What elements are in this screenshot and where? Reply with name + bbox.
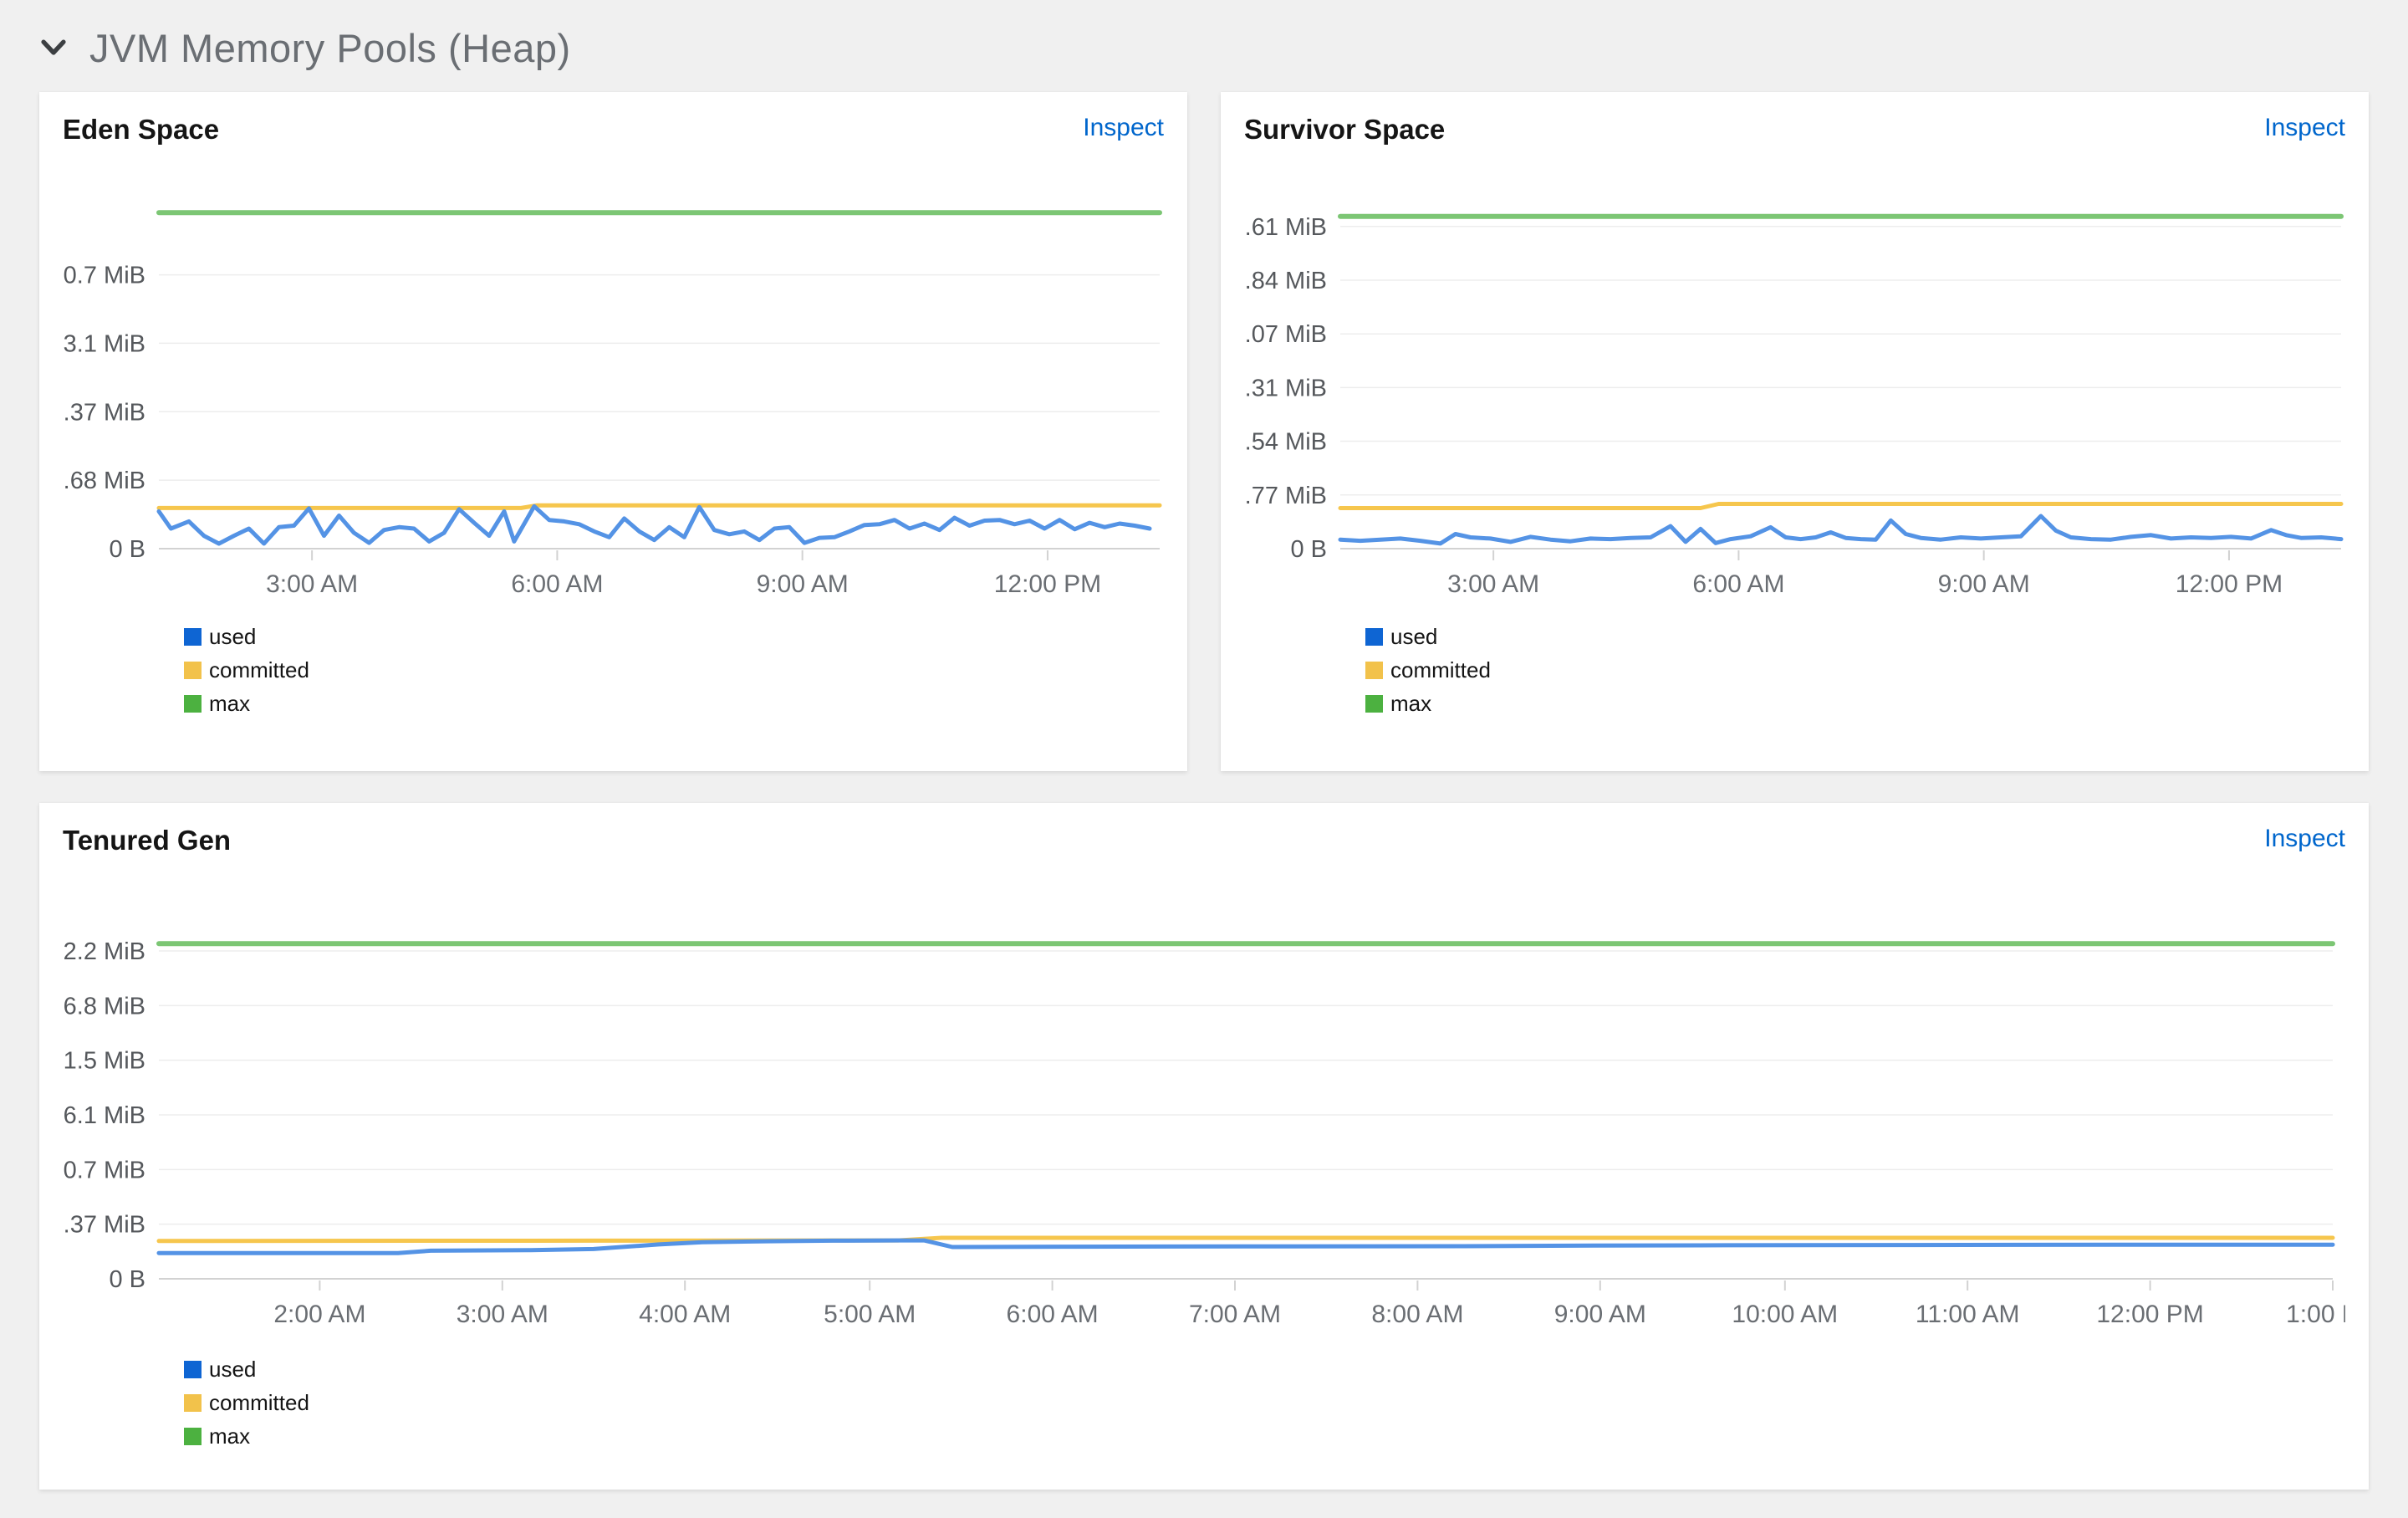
legend-item-used[interactable]: used [184,624,1164,650]
legend-label: committed [209,657,309,682]
series-line-committed [1338,502,2344,510]
x-axis-label: 6:00 AM [1007,1301,1099,1328]
inspect-link[interactable]: Inspect [2264,825,2345,852]
legend-label: used [1390,624,1438,649]
x-axis-label: 11:00 AM [1916,1301,2020,1328]
x-axis-label: 6:00 AM [511,570,603,595]
x-axis-label: 2:00 AM [273,1301,365,1328]
legend-swatch-committed [184,662,202,679]
y-axis-label: 95.37 MiB [63,399,145,426]
x-axis-label: 12:00 PM [2176,570,2283,595]
panel-header: Tenured Gen Inspect [63,825,2345,865]
tenured-gen-chart[interactable]: 0 B 95.37 MiB 190.7 MiB 286.1 MiB 381.5 MiB 4… [63,870,2345,1338]
y-axis-label: 14.31 MiB [1244,375,1327,401]
y-axis-label: 95.37 MiB [63,1212,145,1239]
y-axis-label: 0 B [1290,536,1327,563]
legend-label: used [209,1357,257,1382]
chevron-down-icon[interactable] [39,33,68,62]
x-axis-label: 12:00 PM [994,570,1101,595]
x-axis-label: 5:00 AM [824,1301,916,1328]
inspect-link[interactable]: Inspect [1083,114,1164,141]
series-line-used [156,503,1152,546]
legend-swatch-committed [184,1394,202,1412]
y-axis-label: 23.84 MiB [1244,268,1327,294]
x-axis-label: 9:00 AM [757,570,849,595]
y-axis-label: 572.2 MiB [63,938,145,965]
y-axis-label: 28.61 MiB [1244,214,1327,241]
section-toggle-jvm-memory-pools[interactable]: JVM Memory Pools (Heap) [39,17,2369,79]
legend-label: max [209,1423,251,1449]
legend-label: committed [1390,657,1491,682]
series-line-used [1338,514,2344,546]
x-axis-label: 10:00 AM [1732,1301,1838,1328]
y-axis-label: 190.7 MiB [63,263,145,289]
legend-swatch-used [184,1361,202,1378]
y-axis-label: 19.07 MiB [1244,321,1327,348]
legend-swatch-committed [1365,662,1383,679]
x-axis-label: 4:00 AM [639,1301,731,1328]
survivor-space-chart[interactable]: 0 B 4.77 MiB 9.54 MiB 14.31 MiB 19.07 MiB 23.… [1244,161,2345,595]
chart-legend: used committed max [184,1357,2345,1449]
legend-item-committed[interactable]: committed [1365,657,2345,683]
x-axis-label: 9:00 AM [1554,1301,1646,1328]
y-axis-label: 381.5 MiB [63,1048,145,1075]
legend-item-max[interactable]: max [1365,691,2345,717]
legend-swatch-max [184,695,202,713]
section-title: JVM Memory Pools (Heap) [89,25,571,70]
x-axis-label: 12:00 PM [2096,1301,2203,1328]
y-axis-label: 4.77 MiB [1244,483,1327,509]
panel-tenured-gen: Tenured Gen Inspect 0 B 95.37 MiB 190.7 Mi… [39,803,2369,1490]
x-axis-label: 8:00 AM [1371,1301,1463,1328]
legend-label: committed [209,1390,309,1415]
legend-item-max[interactable]: max [184,691,1164,717]
legend-swatch-used [184,628,202,646]
series-line-used [156,1238,2335,1255]
y-axis-label: 190.7 MiB [63,1157,145,1183]
y-axis-label: 286.1 MiB [63,1102,145,1129]
eden-space-chart[interactable]: 0 B 47.68 MiB 95.37 MiB 143.1 MiB 190.7 MiB 3… [63,161,1164,595]
x-axis-label: 3:00 AM [1447,570,1539,595]
legend-label: used [209,624,257,649]
x-axis-label: 1:00 PM [2286,1301,2345,1328]
legend-swatch-used [1365,628,1383,646]
panel-header: Survivor Space Inspect [1244,114,2345,154]
panel-survivor-space: Survivor Space Inspect 0 B 4.77 MiB 9.54 M… [1221,92,2369,771]
x-axis-label: 9:00 AM [1938,570,2030,595]
panel-title: Eden Space [63,114,220,145]
panel-title: Tenured Gen [63,825,232,856]
panel-row-top: Eden Space Inspect 0 B 47.68 MiB 95.37 MiB… [39,92,2369,771]
legend-item-used[interactable]: used [1365,624,2345,650]
series-line-committed [156,503,1162,510]
legend-swatch-max [1365,695,1383,713]
series-line-committed [156,1235,2335,1244]
panel-header: Eden Space Inspect [63,114,1164,154]
chart-legend: used committed max [184,624,1164,717]
legend-item-used[interactable]: used [184,1357,2345,1383]
legend-item-committed[interactable]: committed [184,657,1164,683]
panel-eden-space: Eden Space Inspect 0 B 47.68 MiB 95.37 MiB… [39,92,1187,771]
chart-legend: used committed max [1365,624,2345,717]
legend-label: max [1390,691,1432,716]
y-axis-label: 9.54 MiB [1244,429,1327,456]
legend-item-max[interactable]: max [184,1423,2345,1449]
y-axis-label: 476.8 MiB [63,993,145,1020]
x-axis-label: 7:00 AM [1189,1301,1281,1328]
x-axis-label: 3:00 AM [266,570,358,595]
y-axis-label: 0 B [109,536,145,563]
legend-item-committed[interactable]: committed [184,1390,2345,1416]
inspect-link[interactable]: Inspect [2264,114,2345,141]
y-axis-label: 47.68 MiB [63,468,145,494]
x-axis-label: 6:00 AM [1692,570,1784,595]
y-axis-label: 0 B [109,1266,145,1293]
legend-label: max [209,691,251,716]
legend-swatch-max [184,1428,202,1445]
panel-title: Survivor Space [1244,114,1446,145]
x-axis-label: 3:00 AM [457,1301,548,1328]
y-axis-label: 143.1 MiB [63,330,145,357]
